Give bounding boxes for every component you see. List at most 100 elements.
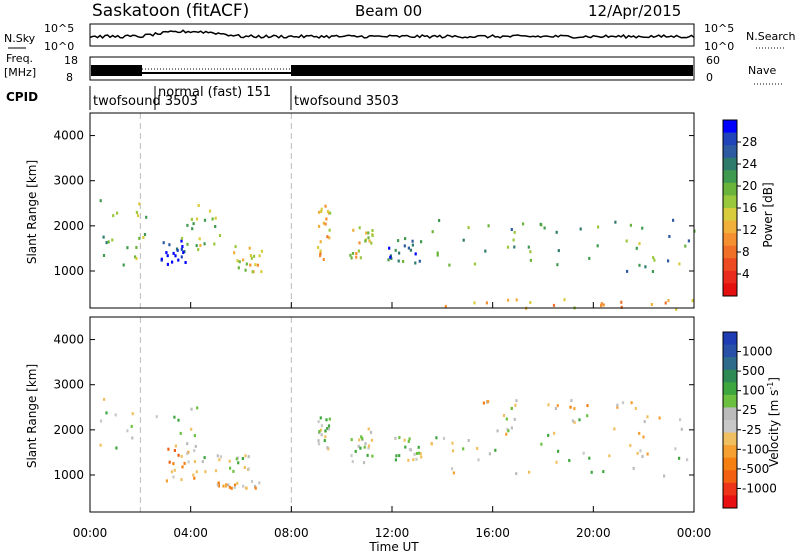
power-cell [556, 263, 559, 267]
power-cell [218, 234, 222, 237]
nave-tick-top: 60 [706, 54, 720, 67]
power-cell [397, 239, 400, 243]
power-cell [359, 256, 362, 260]
x-tick-label: 08:00 [274, 526, 309, 540]
power-cell [112, 214, 115, 218]
colorbar-swatch [723, 170, 737, 184]
power-cell [249, 263, 252, 267]
cpid-segment-1: twofsound 3503 [93, 94, 198, 109]
velocity-cell [131, 436, 134, 440]
power-cell [238, 260, 241, 264]
power-cell [234, 245, 237, 249]
colorbar-swatch [723, 495, 737, 509]
velocity-cell [254, 486, 257, 490]
freq-tick-top: 18 [64, 54, 78, 67]
velocity-cell [643, 420, 646, 424]
colorbar-swatch [723, 233, 737, 247]
nsky-line [89, 29, 695, 40]
velocity-cell [204, 470, 207, 474]
power-cell [515, 298, 518, 302]
velocity-cell [408, 437, 411, 441]
velocity-cell [369, 430, 373, 434]
velocity-cell [398, 454, 401, 458]
colorbar-swatch [723, 270, 737, 284]
colorbar-swatch [723, 344, 737, 358]
nsky-trace [89, 29, 695, 40]
nsky-tick-top: 10^5 [44, 22, 74, 35]
power-cell [543, 226, 546, 230]
velocity-cell [229, 466, 232, 470]
power-cell [675, 307, 678, 311]
velocity-cell [167, 447, 170, 451]
power-cell [102, 235, 105, 239]
velocity-cell [327, 427, 330, 431]
power-heatmap: 1000 2000 3000 4000 [53, 113, 696, 311]
velocity-cell [680, 427, 683, 431]
velocity-cell [180, 454, 183, 458]
colorbar-tick-label: -500 [742, 462, 769, 476]
nsearch-tick-top: 10^5 [704, 22, 734, 35]
velocity-colorbar-label: Velocity [m s-1] [766, 377, 781, 467]
power-cell [184, 261, 187, 264]
y-tick-label: 1000 [53, 264, 84, 278]
colorbar-swatch [723, 482, 737, 496]
velocity-cell [317, 439, 320, 443]
velocity-cell [573, 407, 576, 411]
velocity-cell [183, 461, 186, 465]
power-cell [329, 211, 332, 215]
power-cell [418, 259, 421, 263]
velocity-cell [328, 417, 331, 421]
nave-tick-bottom: 0 [706, 71, 713, 84]
power-cell [365, 231, 368, 235]
velocity-cell [413, 452, 416, 456]
velocity-cell [663, 474, 666, 478]
colorbar-swatch [723, 470, 737, 484]
power-cell [506, 245, 510, 249]
colorbar-tick-label: 500 [742, 364, 765, 378]
power-cell [398, 251, 401, 255]
velocity-cell [173, 468, 176, 472]
velocity-cell [646, 415, 649, 419]
velocity-cell [361, 437, 364, 441]
y-tick-label: 3000 [53, 174, 84, 188]
colorbar-tick-label: 12 [742, 223, 757, 237]
power-cell [248, 246, 251, 250]
power-cell [414, 261, 417, 265]
power-cell [214, 216, 217, 220]
power-cell [192, 222, 195, 226]
colorbar-swatch [723, 332, 737, 346]
freq-trace-b [291, 65, 693, 76]
power-cell [672, 218, 675, 222]
velocity-cell [510, 407, 513, 410]
power-cell [355, 252, 358, 255]
cpid-label: CPID [6, 90, 38, 104]
velocity-cell [203, 456, 206, 460]
velocity-cell [367, 446, 370, 450]
power-cell [142, 236, 145, 239]
velocity-cell [528, 470, 531, 474]
freq-panel [89, 56, 695, 81]
velocity-cell [114, 413, 117, 417]
velocity-cell [571, 419, 575, 423]
power-cell [324, 204, 327, 208]
velocity-cell [115, 446, 118, 450]
velocity-cell [367, 427, 370, 431]
power-cell [165, 251, 168, 255]
velocity-cell [186, 442, 189, 446]
power-cell [319, 240, 322, 244]
power-cell [328, 236, 331, 240]
power-cell [237, 266, 240, 270]
power-cell [635, 246, 638, 250]
velocity-cell [417, 451, 421, 455]
power-cell [138, 202, 141, 206]
velocity-cell [130, 424, 133, 428]
power-cell [211, 217, 214, 221]
power-cell [105, 241, 108, 245]
x-axis-label: Time UT [368, 540, 419, 554]
velocity-cell [357, 444, 360, 448]
velocity-cell [228, 459, 231, 463]
velocity-cell [570, 399, 573, 403]
power-cell [684, 244, 687, 248]
power-cell [436, 253, 439, 257]
velocity-cell [232, 469, 235, 473]
